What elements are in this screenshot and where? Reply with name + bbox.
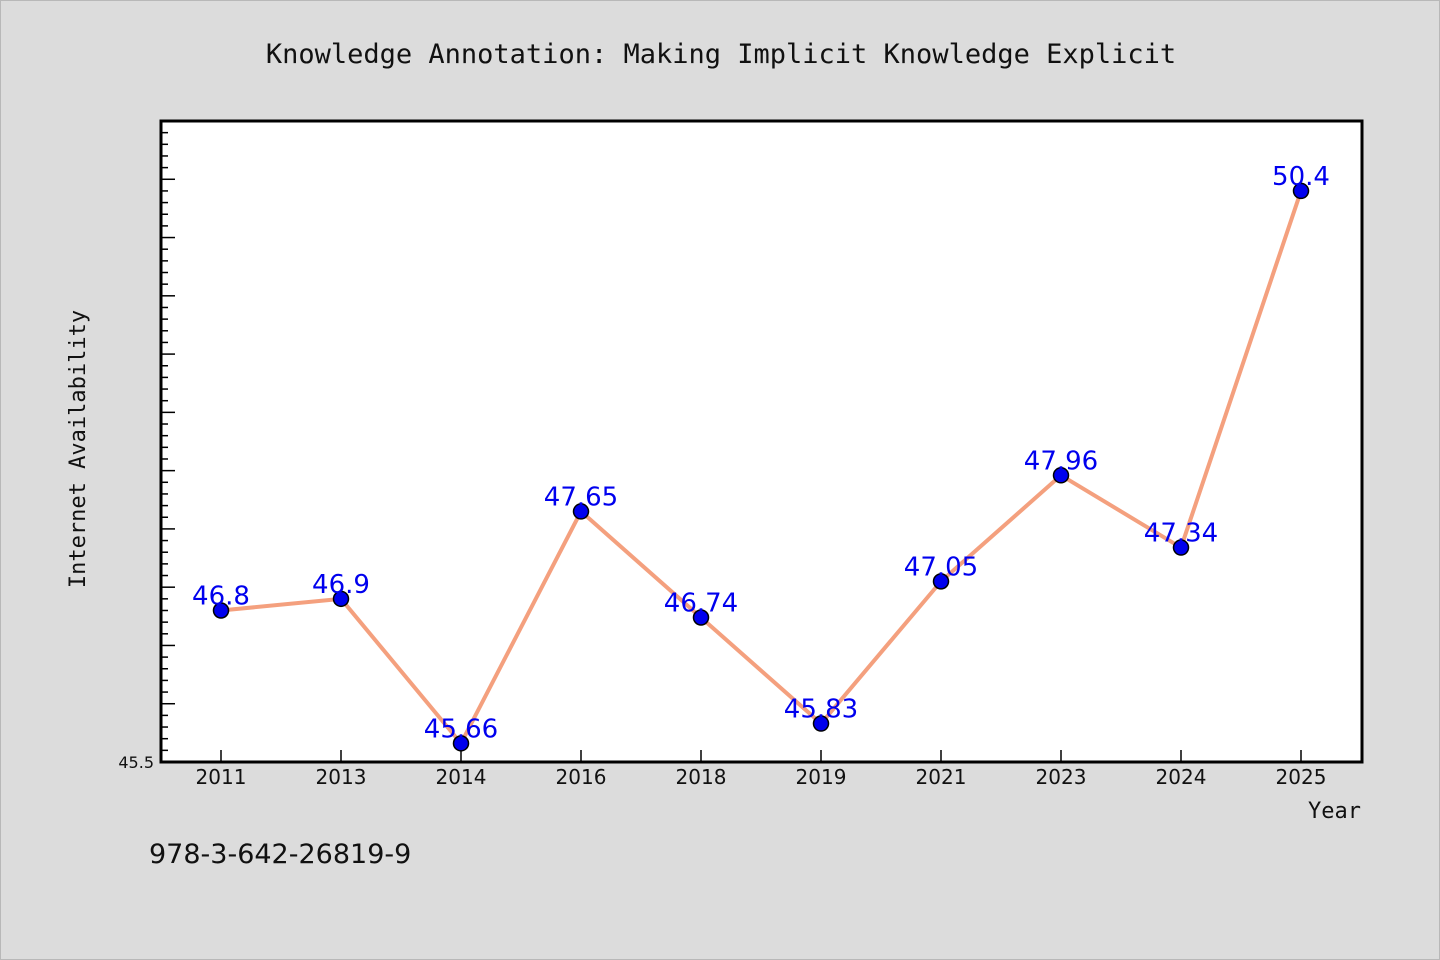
data-label: 50.4 <box>1272 162 1330 192</box>
data-point <box>692 609 710 626</box>
plot-area <box>159 119 1364 764</box>
y-axis-label: Internet Availability <box>66 310 91 588</box>
x-tick-label: 2018 <box>676 765 727 789</box>
data-point <box>1292 182 1310 200</box>
series-line <box>220 190 1303 746</box>
x-tick-label: 2011 <box>196 765 247 789</box>
data-point <box>452 735 470 752</box>
data-point <box>1052 467 1070 484</box>
data-point <box>932 573 950 590</box>
data-label: 47.65 <box>544 482 618 512</box>
x-tick-labels: 2011 2013 2014 2016 2018 2019 2021 2023 2024 2025 <box>196 765 1327 789</box>
x-axis-label: Year <box>1308 799 1361 824</box>
data-label: 46.8 <box>192 581 250 611</box>
x-tick-label: 2016 <box>556 765 607 789</box>
x-axis-ticks <box>220 750 1302 762</box>
x-tick-label: 2024 <box>1156 765 1207 789</box>
data-point <box>212 602 230 619</box>
y-axis-ticks <box>161 131 175 763</box>
data-point <box>812 715 830 732</box>
data-label: 47.05 <box>904 552 978 582</box>
x-tick-label: 2013 <box>316 765 367 789</box>
data-label: 45.66 <box>424 714 498 744</box>
data-markers <box>212 182 1310 752</box>
data-label: 45.83 <box>784 695 858 725</box>
data-label: 46.9 <box>312 570 370 600</box>
data-label: 47.96 <box>1024 446 1098 476</box>
x-tick-label: 2014 <box>436 765 487 789</box>
x-tick-label: 2023 <box>1036 765 1087 789</box>
data-point <box>332 590 350 608</box>
data-label: 47.34 <box>1144 519 1218 549</box>
x-tick-label: 2021 <box>916 765 967 789</box>
isbn-label: 978-3-642-26819-9 <box>149 839 411 870</box>
data-point <box>1172 539 1190 556</box>
data-point <box>572 503 590 520</box>
x-tick-label: 2025 <box>1276 765 1327 789</box>
y-tick-label: 45.5 <box>118 753 154 772</box>
data-label: 46.74 <box>664 588 738 618</box>
data-labels: 46.8 46.9 45.66 47.65 46.74 45.83 47.05 47.96 47… <box>192 162 1330 744</box>
chart-title: Knowledge Annotation: Making Implicit Kn… <box>266 39 1176 70</box>
x-tick-label: 2019 <box>796 765 847 789</box>
